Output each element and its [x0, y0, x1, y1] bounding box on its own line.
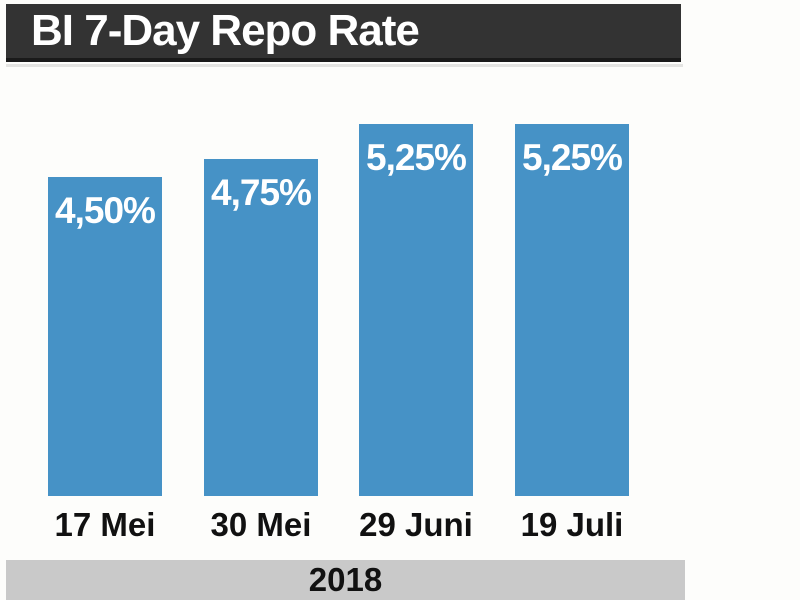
chart-title: BI 7-Day Repo Rate: [31, 6, 420, 55]
bar-value-label: 5,25%: [366, 137, 467, 178]
x-axis-year-band: 2018: [6, 560, 685, 600]
bar-value-label: 5,25%: [522, 137, 623, 178]
plot-area: 4,50% 4,75% 5,25% 5,25%: [48, 124, 629, 496]
x-axis-tick-row: 17 Mei 30 Mei 29 Juni 19 Juli: [0, 506, 690, 546]
x-axis-tick-label: 17 Mei: [54, 506, 156, 543]
bar-value-label: 4,50%: [55, 190, 156, 231]
bar-value-label: 4,75%: [211, 172, 312, 213]
bar-19-juli: 5,25%: [515, 124, 629, 496]
chart-title-bar: BI 7-Day Repo Rate: [6, 4, 683, 67]
x-axis-tick-label: 19 Juli: [520, 506, 624, 543]
x-axis-tick-label: 30 Mei: [210, 506, 312, 543]
bar-30-mei: 4,75%: [204, 159, 318, 496]
x-axis-year-label: 2018: [308, 561, 383, 598]
bar-17-mei: 4,50%: [48, 177, 162, 496]
x-axis-tick-label: 29 Juni: [359, 506, 473, 543]
bar-29-juni: 5,25%: [359, 124, 473, 496]
